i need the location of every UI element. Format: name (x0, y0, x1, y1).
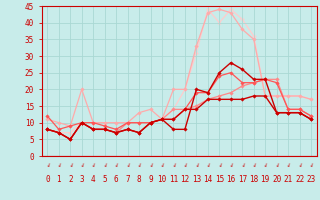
Text: 22: 22 (295, 176, 304, 184)
Text: 0: 0 (45, 176, 50, 184)
Text: 21: 21 (284, 176, 293, 184)
Text: ↓: ↓ (308, 162, 314, 169)
Text: ↓: ↓ (90, 162, 96, 169)
Text: 14: 14 (203, 176, 212, 184)
Text: 16: 16 (226, 176, 236, 184)
Text: ↓: ↓ (216, 162, 222, 169)
Text: 19: 19 (260, 176, 270, 184)
Text: 1: 1 (57, 176, 61, 184)
Text: ↓: ↓ (44, 162, 50, 169)
Text: ↓: ↓ (79, 162, 85, 169)
Text: ↓: ↓ (56, 162, 62, 169)
Text: ↓: ↓ (274, 162, 280, 169)
Text: 8: 8 (137, 176, 141, 184)
Text: 6: 6 (114, 176, 118, 184)
Text: ↓: ↓ (159, 162, 165, 169)
Text: 20: 20 (272, 176, 281, 184)
Text: ↓: ↓ (67, 162, 73, 169)
Text: ↓: ↓ (124, 162, 131, 169)
Text: ↓: ↓ (182, 162, 188, 169)
Text: ↓: ↓ (136, 162, 142, 169)
Text: 7: 7 (125, 176, 130, 184)
Text: ↓: ↓ (285, 162, 291, 169)
Text: 17: 17 (238, 176, 247, 184)
Text: ↓: ↓ (113, 162, 119, 169)
Text: ↓: ↓ (205, 162, 211, 169)
Text: ↓: ↓ (193, 162, 199, 169)
Text: ↓: ↓ (102, 162, 108, 169)
Text: ↓: ↓ (239, 162, 245, 169)
Text: 13: 13 (192, 176, 201, 184)
Text: 5: 5 (102, 176, 107, 184)
Text: 18: 18 (249, 176, 258, 184)
Text: 12: 12 (180, 176, 189, 184)
Text: 3: 3 (79, 176, 84, 184)
Text: ↓: ↓ (171, 162, 177, 169)
Text: ↓: ↓ (251, 162, 257, 169)
Text: 10: 10 (157, 176, 167, 184)
Text: ↓: ↓ (228, 162, 234, 169)
Text: 11: 11 (169, 176, 178, 184)
Text: ↓: ↓ (297, 162, 303, 169)
Text: 2: 2 (68, 176, 73, 184)
Text: 15: 15 (215, 176, 224, 184)
Text: ↓: ↓ (262, 162, 268, 169)
Text: 4: 4 (91, 176, 95, 184)
Text: ↓: ↓ (148, 162, 154, 169)
Text: 23: 23 (307, 176, 316, 184)
Text: 9: 9 (148, 176, 153, 184)
